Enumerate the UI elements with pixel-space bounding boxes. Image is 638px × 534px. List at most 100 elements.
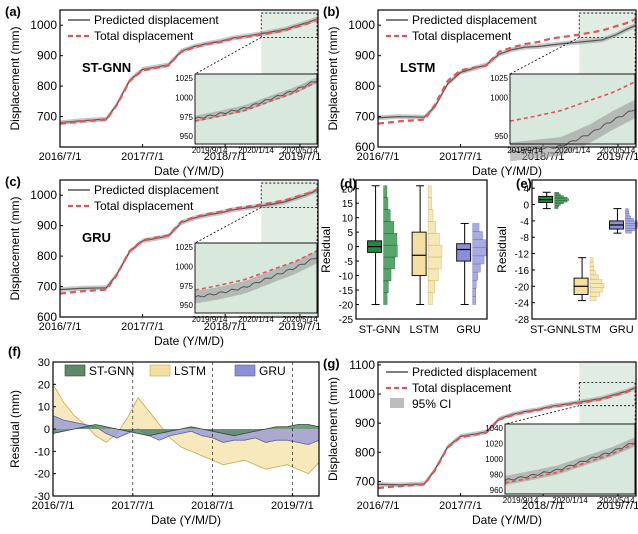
y-tick-label: 800 bbox=[37, 79, 57, 93]
inset-x-tick-label: 2020/5/14 bbox=[599, 496, 635, 505]
plot-frame bbox=[355, 179, 488, 320]
histogram-bar bbox=[625, 218, 634, 222]
histogram-bar bbox=[589, 257, 594, 263]
plot-frame bbox=[377, 9, 637, 148]
histogram-bar bbox=[427, 233, 440, 246]
histogram-bar bbox=[383, 244, 398, 258]
y-tick-label: -24 bbox=[515, 299, 530, 310]
histogram-bar bbox=[427, 292, 433, 305]
category-label: LSTM bbox=[571, 324, 600, 336]
inset-x-tick-label: 2019/9/14 bbox=[192, 315, 228, 324]
histogram-bar bbox=[427, 197, 432, 210]
y-tick-label: 20 bbox=[342, 185, 354, 196]
inset-total-line bbox=[194, 81, 318, 122]
line-lstm bbox=[52, 384, 320, 475]
y-tick-label: -25 bbox=[339, 315, 354, 326]
histogram-bar bbox=[625, 230, 632, 234]
legend-predicted-label: Predicted displacement bbox=[94, 183, 219, 197]
y-tick-label: 10 bbox=[38, 402, 50, 414]
x-tick-label: 2018/7/1 bbox=[204, 151, 247, 163]
x-axis-label: Date (Y/M/D) bbox=[151, 513, 221, 527]
y-tick-label: -10 bbox=[339, 272, 354, 283]
x-tick-label: 2018/7/1 bbox=[522, 500, 565, 512]
panel-letter: (b) bbox=[323, 4, 340, 19]
total-line bbox=[377, 387, 637, 490]
histogram-bar bbox=[554, 192, 559, 195]
x-tick-label: 2018/7/1 bbox=[204, 321, 247, 333]
y-tick-label: -20 bbox=[34, 469, 50, 481]
inset-y-tick-label: 1000 bbox=[490, 93, 508, 102]
inset-frame bbox=[194, 242, 318, 314]
inset-x-tick-label: 2020/1/14 bbox=[552, 496, 588, 505]
inset-predicted-line bbox=[194, 80, 318, 120]
legend-ci-label: 95% CI bbox=[412, 397, 451, 411]
zoom-connector bbox=[194, 207, 262, 244]
histogram-bar bbox=[472, 279, 477, 289]
y-tick-label: -12 bbox=[515, 250, 530, 261]
x-tick-label: 2019/7/1 bbox=[271, 500, 314, 512]
legend-ci-swatch bbox=[390, 398, 404, 408]
histogram-bar bbox=[589, 291, 600, 297]
legend-label: LSTM bbox=[174, 364, 206, 378]
y-tick-label: 900 bbox=[355, 49, 375, 63]
area-gru bbox=[53, 415, 319, 445]
histogram-bar bbox=[383, 292, 388, 305]
line-st-gnn bbox=[52, 424, 320, 437]
inset-total-line bbox=[504, 442, 636, 484]
y-axis-label: Residual bbox=[319, 226, 333, 273]
y-tick-label: 1000 bbox=[348, 387, 375, 401]
inset-y-tick-label: 950 bbox=[180, 301, 194, 310]
y-tick-label: 0 bbox=[44, 424, 50, 436]
plot-frame bbox=[59, 9, 319, 148]
inset-predicted-line bbox=[509, 109, 636, 153]
y-tick-label: 700 bbox=[355, 474, 375, 488]
inset-x-tick-label: 2019/9/14 bbox=[507, 146, 543, 155]
inset-x-tick-label: 2020/5/14 bbox=[600, 146, 636, 155]
focus-box bbox=[260, 12, 318, 38]
x-tick-label: 2017/7/1 bbox=[439, 151, 482, 163]
histogram-bar bbox=[383, 268, 392, 282]
category-label: LSTM bbox=[409, 324, 438, 336]
histogram-bar bbox=[589, 261, 594, 267]
y-tick-label: 0 bbox=[523, 201, 529, 212]
inset-y-tick-label: 1000 bbox=[175, 262, 193, 271]
histogram-bar bbox=[383, 221, 395, 234]
histogram-bar bbox=[383, 280, 389, 293]
total-line bbox=[59, 188, 319, 295]
legend-swatch bbox=[64, 364, 86, 377]
legend-label: GRU bbox=[259, 364, 286, 378]
x-tick-label: 2019/7/1 bbox=[279, 321, 322, 333]
y-tick-label: -15 bbox=[339, 286, 354, 297]
x-tick-label: 2019/7/1 bbox=[597, 151, 638, 163]
x-tick-label: 2016/7/1 bbox=[39, 151, 82, 163]
panel-letter: (f) bbox=[8, 344, 21, 359]
inset-x-tick-label: 2019/9/14 bbox=[192, 146, 228, 155]
category-label: GRU bbox=[609, 324, 634, 336]
x-axis-label: Date (Y/M/D) bbox=[472, 513, 542, 527]
inset-y-tick-label: 950 bbox=[180, 132, 194, 141]
histogram-bar bbox=[472, 271, 478, 281]
y-tick-label: 700 bbox=[37, 110, 57, 124]
histogram-bar bbox=[472, 255, 485, 265]
zoom-connector bbox=[194, 37, 262, 75]
inset-predicted-band bbox=[195, 250, 317, 304]
histogram-bar bbox=[383, 209, 391, 222]
histogram-bar bbox=[472, 296, 476, 305]
x-tick-label: 2016/7/1 bbox=[32, 500, 75, 512]
inset-background bbox=[505, 424, 635, 494]
plot-frame bbox=[531, 179, 637, 320]
inset-x-tick-label: 2020/5/14 bbox=[282, 146, 318, 155]
y-tick-label: -10 bbox=[34, 446, 50, 458]
model-label: ST-GNN bbox=[82, 60, 131, 75]
histogram-bar bbox=[472, 223, 480, 232]
y-tick-label: -20 bbox=[515, 282, 530, 293]
total-line bbox=[59, 18, 319, 125]
y-axis-label: Displacement (mm) bbox=[8, 196, 22, 300]
histogram-bar bbox=[589, 266, 595, 271]
legend-predicted-label: Predicted displacement bbox=[412, 365, 537, 379]
legend-total-label: Total displacement bbox=[94, 29, 194, 43]
y-tick-label: 5 bbox=[347, 228, 353, 239]
inset-x-tick-label: 2020/1/14 bbox=[238, 146, 274, 155]
model-label: LSTM bbox=[400, 60, 435, 75]
